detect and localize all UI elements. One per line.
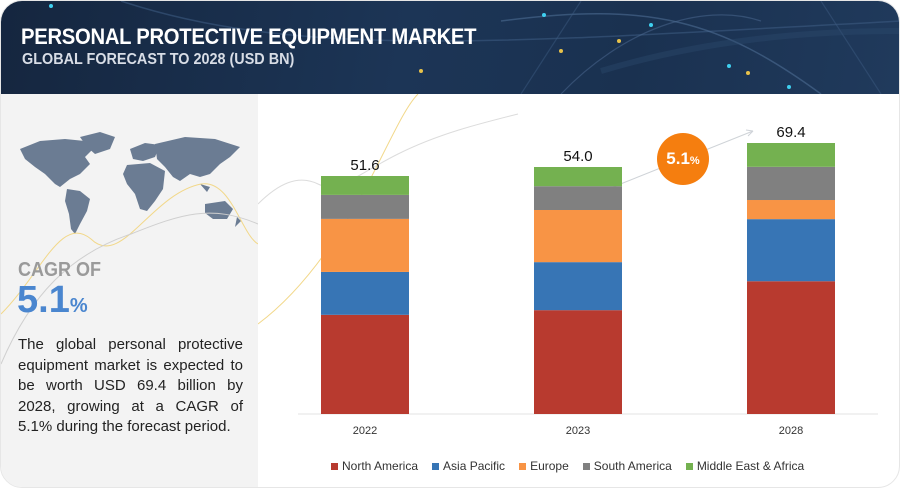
legend-swatch xyxy=(432,462,440,470)
legend-item-europe: Europe xyxy=(519,459,569,473)
bar-segment-asia-pacific-2028 xyxy=(747,219,835,282)
page-title: PERSONAL PROTECTIVE EQUIPMENT MARKET xyxy=(21,24,477,49)
cagr-value: 5.1% xyxy=(17,279,88,322)
bar-segment-north-america-2028 xyxy=(747,281,835,414)
x-tick-label-2023: 2023 xyxy=(566,425,590,437)
chart-legend: North America Asia Pacific Europe South Ame… xyxy=(331,459,804,473)
market-description: The global personal protective equipment… xyxy=(18,336,243,435)
legend-item-north-america: North America xyxy=(331,459,418,473)
legend-label: Europe xyxy=(530,459,569,473)
legend-swatch xyxy=(331,462,338,470)
header-banner: PERSONAL PROTECTIVE EQUIPMENT MARKET GLO… xyxy=(1,1,899,94)
cagr-label: CAGR OF xyxy=(18,259,101,281)
bar-segment-north-america-2023 xyxy=(534,310,622,414)
cagr-unit: % xyxy=(69,295,88,317)
legend-item-asia-pacific: Asia Pacific xyxy=(432,459,505,473)
bar-segment-south-america-2023 xyxy=(534,186,622,210)
legend-label: North America xyxy=(342,459,419,473)
cagr-number: 5.1 xyxy=(17,279,70,321)
bar-segment-middle-east-africa-2022 xyxy=(321,176,409,195)
bar-segment-europe-2028 xyxy=(747,200,835,220)
bar-segment-asia-pacific-2022 xyxy=(321,271,409,315)
cagr-badge: 5.1% xyxy=(657,133,709,185)
header-decoration xyxy=(49,1,899,94)
total-label-2023: 54.0 xyxy=(563,148,592,165)
bar-segment-asia-pacific-2023 xyxy=(534,262,622,311)
bar-segment-south-america-2028 xyxy=(747,166,835,201)
bar-segment-europe-2022 xyxy=(321,218,409,272)
legend-label: Middle East & Africa xyxy=(696,459,805,473)
total-label-2028: 69.4 xyxy=(776,124,805,141)
legend-swatch xyxy=(519,462,527,470)
badge-value: 5.1 xyxy=(666,149,690,168)
legend-swatch xyxy=(685,462,693,470)
bar-segment-north-america-2022 xyxy=(321,314,409,414)
legend-item-middle-east-africa: Middle East & Africa xyxy=(685,459,805,473)
bar-segment-middle-east-africa-2028 xyxy=(747,143,835,167)
total-label-2022: 51.6 xyxy=(350,157,379,174)
bar-segment-middle-east-africa-2023 xyxy=(534,167,622,187)
x-tick-label-2022: 2022 xyxy=(353,425,377,437)
page-subtitle: GLOBAL FORECAST TO 2028 (USD BN) xyxy=(22,51,295,68)
legend-item-south-america: South America xyxy=(582,459,672,473)
world-map-icon xyxy=(20,132,241,234)
bar-segment-europe-2023 xyxy=(534,209,622,263)
stacked-bar-chart: 51.6 2022 54.0 2023 69.4 2028 xyxy=(258,94,878,437)
bar-segment-south-america-2022 xyxy=(321,194,409,219)
legend-label: South America xyxy=(593,459,672,473)
legend-label: Asia Pacific xyxy=(443,459,506,473)
legend-swatch xyxy=(582,462,590,470)
decorative-curves xyxy=(1,183,258,365)
x-tick-label-2028: 2028 xyxy=(779,425,803,437)
badge-unit: % xyxy=(689,154,700,167)
